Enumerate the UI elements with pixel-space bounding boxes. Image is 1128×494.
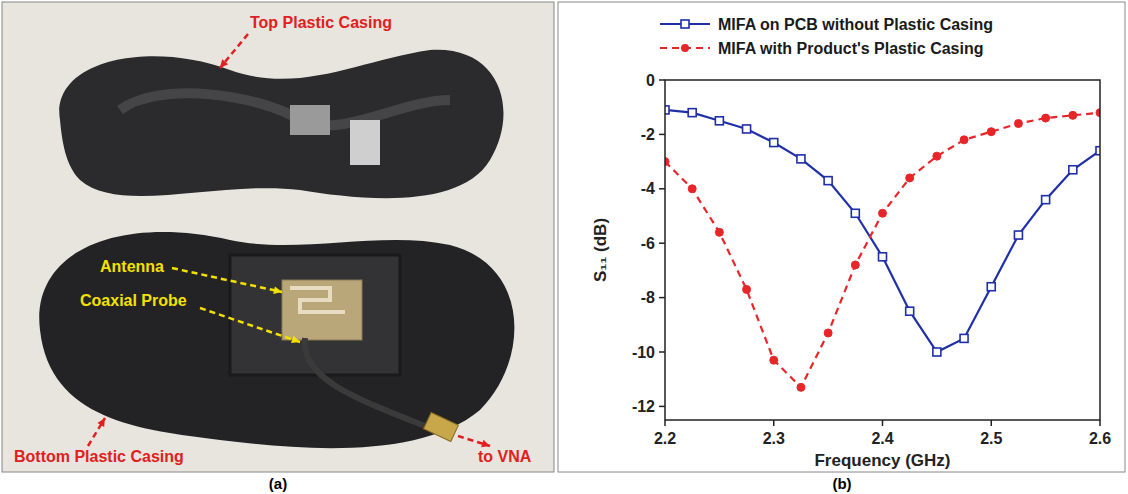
data-point bbox=[1042, 114, 1050, 122]
bottom-casing-arrow bbox=[88, 418, 105, 446]
data-point bbox=[906, 174, 914, 182]
legend: MIFA on PCB without Plastic Casing MIFA w… bbox=[660, 16, 993, 57]
data-point bbox=[715, 228, 723, 236]
antenna-pcb bbox=[282, 280, 362, 340]
data-point bbox=[688, 185, 696, 193]
photo-label: to VNA bbox=[478, 448, 532, 465]
y-tick-label: -2 bbox=[641, 126, 655, 143]
data-point bbox=[824, 329, 832, 337]
vna-arrow-head bbox=[481, 440, 490, 447]
photo-label: Bottom Plastic Casing bbox=[14, 448, 184, 465]
data-point bbox=[851, 209, 859, 217]
sma-connector bbox=[424, 413, 459, 442]
antenna-trace bbox=[290, 288, 345, 312]
top-casing-rib bbox=[120, 93, 450, 125]
y-tick bbox=[659, 406, 665, 408]
legend-marker bbox=[681, 44, 689, 52]
chart-frame bbox=[558, 2, 1125, 472]
x-tick-label: 2.3 bbox=[763, 430, 785, 447]
bottom-casing-arrow-head bbox=[97, 418, 105, 427]
plot-area bbox=[665, 106, 1100, 391]
data-point bbox=[797, 383, 805, 391]
y-axis-title: S₁₁ (dB) bbox=[591, 218, 610, 282]
panel-a: Top Plastic Casing Antenna Coaxial Probe Bo… bbox=[2, 2, 554, 472]
data-point bbox=[1069, 166, 1077, 174]
y-tick-label: -12 bbox=[632, 398, 655, 415]
panel-caption: (a) bbox=[269, 475, 287, 492]
legend-label: MIFA on PCB without Plastic Casing bbox=[718, 16, 993, 33]
data-point bbox=[770, 139, 778, 147]
y-tick bbox=[659, 297, 665, 299]
data-point bbox=[879, 253, 887, 261]
data-point bbox=[824, 177, 832, 185]
top-casing-detail bbox=[290, 105, 330, 135]
legend-marker bbox=[681, 20, 689, 28]
x-tick-label: 2.6 bbox=[1089, 430, 1111, 447]
photo-label: Top Plastic Casing bbox=[250, 14, 392, 31]
legend-label: MIFA with Product's Plastic Casing bbox=[718, 40, 983, 57]
x-tick bbox=[882, 420, 884, 426]
y-tick-label: -4 bbox=[641, 180, 655, 197]
page: {"chart_data": {"type": "line", "xlabel"… bbox=[0, 0, 1128, 494]
probe-arrow-head bbox=[291, 336, 300, 343]
photo-label: Coaxial Probe bbox=[80, 292, 187, 309]
x-tick bbox=[664, 420, 666, 426]
y-tick-label: -8 bbox=[641, 289, 655, 306]
x-tick-label: 2.2 bbox=[654, 430, 676, 447]
data-point bbox=[933, 348, 941, 356]
x-axis-title: Frequency (GHz) bbox=[814, 451, 950, 470]
data-point bbox=[797, 155, 805, 163]
x-tick bbox=[991, 420, 993, 426]
data-point bbox=[715, 117, 723, 125]
x-tick bbox=[773, 420, 775, 426]
photo-label: Antenna bbox=[100, 258, 164, 275]
bottom-casing-wall bbox=[230, 255, 400, 375]
antenna-arrow-head bbox=[273, 286, 282, 294]
data-point bbox=[743, 125, 751, 133]
x-tick-label: 2.5 bbox=[980, 430, 1002, 447]
data-point bbox=[851, 261, 859, 269]
data-point bbox=[906, 307, 914, 315]
data-point bbox=[1014, 231, 1022, 239]
data-point bbox=[960, 334, 968, 342]
data-point bbox=[1069, 111, 1077, 119]
series-line bbox=[665, 113, 1100, 388]
data-point bbox=[688, 109, 696, 117]
probe-arrow bbox=[200, 308, 300, 342]
y-tick bbox=[659, 134, 665, 136]
x-tick bbox=[1099, 420, 1101, 426]
top-casing-arrow bbox=[220, 34, 248, 68]
y-tick-label: -6 bbox=[641, 235, 655, 252]
data-point bbox=[987, 128, 995, 136]
axes-frame bbox=[665, 80, 1100, 420]
top-casing-detail bbox=[350, 120, 380, 165]
x-tick-label: 2.4 bbox=[871, 430, 893, 447]
antenna-arrow bbox=[172, 268, 282, 292]
data-point bbox=[987, 283, 995, 291]
coax-cable bbox=[305, 338, 430, 428]
top-casing-arrow-head bbox=[220, 59, 228, 68]
y-tick-label: -10 bbox=[632, 344, 655, 361]
panel-b: 2.2 2.3 2.4 2.5 2.6 0 -2 -4 -6 -8 -10 -12 Frequency … bbox=[558, 2, 1125, 472]
y-tick bbox=[659, 188, 665, 190]
data-point bbox=[933, 152, 941, 160]
y-tick bbox=[659, 79, 665, 81]
photo-frame bbox=[2, 2, 554, 472]
top-casing-shape bbox=[59, 50, 503, 198]
bottom-casing-shape bbox=[39, 232, 514, 448]
data-point bbox=[1042, 196, 1050, 204]
data-point bbox=[1014, 120, 1022, 128]
panel-caption: (b) bbox=[832, 475, 851, 492]
series-line bbox=[665, 110, 1100, 352]
data-point bbox=[770, 356, 778, 364]
figure: Top Plastic Casing Antenna Coaxial Probe Bo… bbox=[0, 0, 1128, 494]
y-tick bbox=[659, 242, 665, 244]
y-tick-label: 0 bbox=[646, 72, 655, 89]
data-point bbox=[743, 285, 751, 293]
y-tick bbox=[659, 351, 665, 353]
data-point bbox=[960, 136, 968, 144]
data-point bbox=[879, 209, 887, 217]
